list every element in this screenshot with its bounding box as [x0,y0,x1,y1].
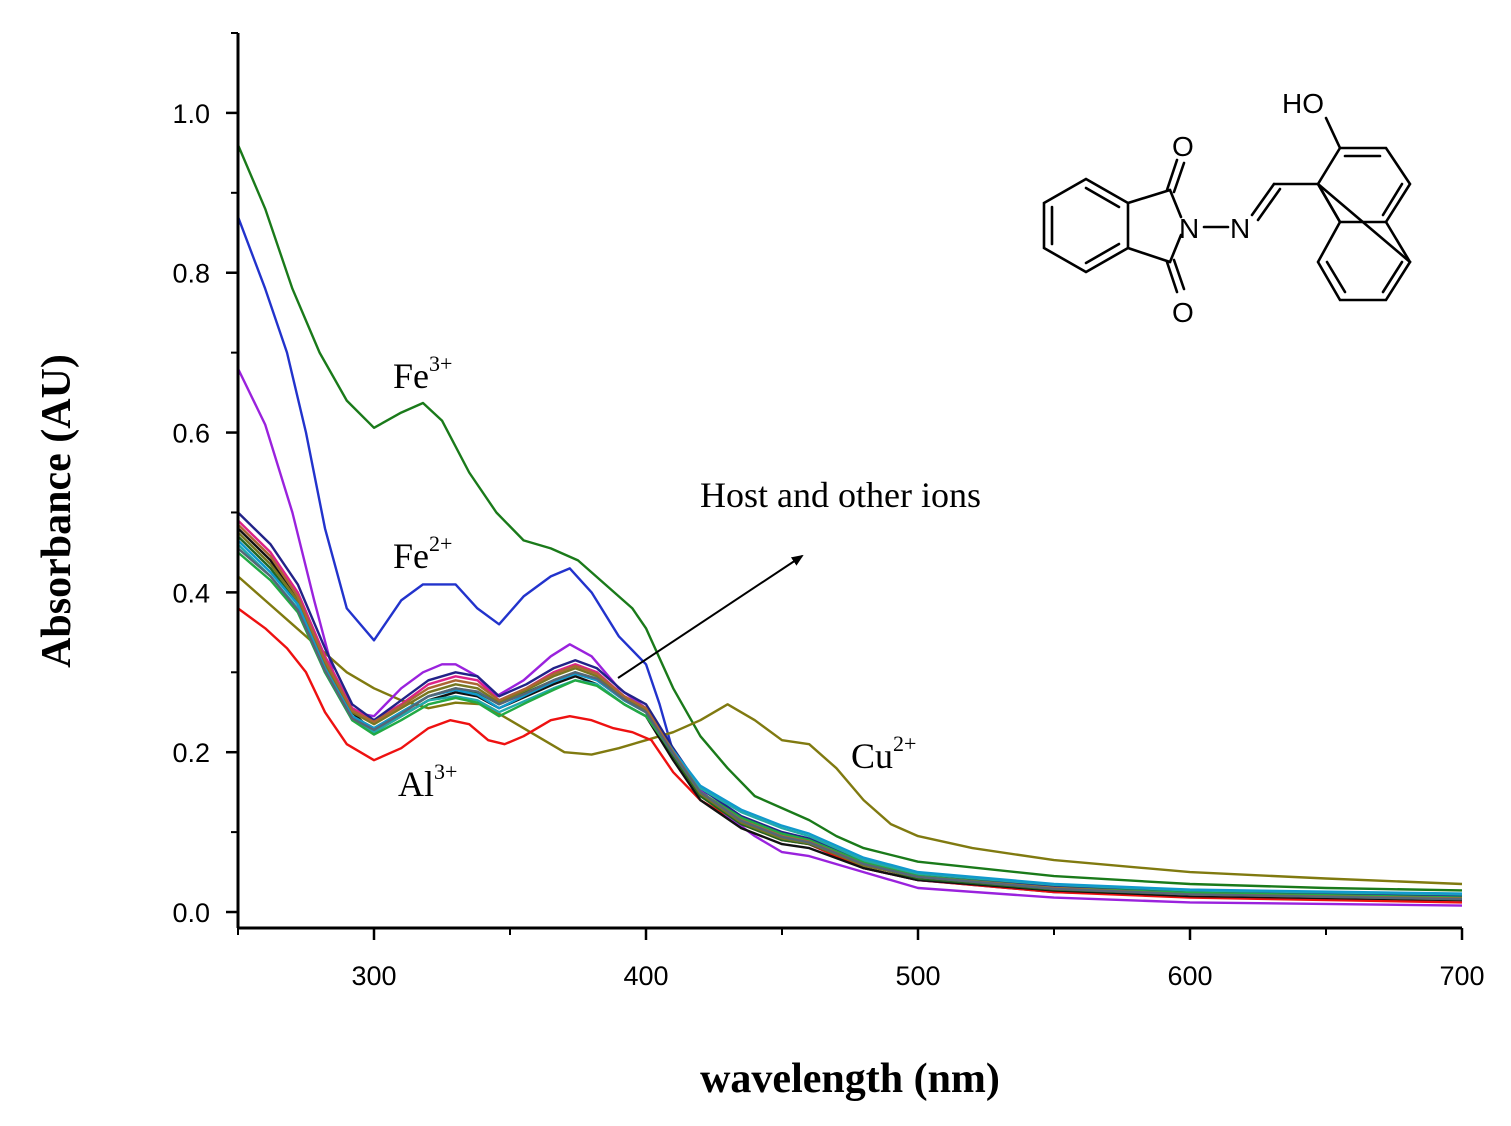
annotation-fe2: Fe2+ [393,531,452,576]
benzene-ring [1042,177,1130,274]
series-line-cu2plus [237,575,1463,886]
series-line-other-violet [236,368,1463,907]
series-line-other-darkgreen [237,535,1463,900]
series-line-other-cyan [237,539,1463,895]
annotation-arrow [617,554,804,679]
naphthalene-ring-a [1316,146,1412,224]
axes [236,33,1462,930]
mol-label-imine-n: N [1230,213,1250,244]
y-tick-label: 0.8 [172,259,210,289]
series-line-fe3plus [236,144,1463,892]
annotation-cu2: Cu2+ [851,731,916,776]
molecule-structure [1042,116,1412,302]
annotation-host-ions: Host and other ions [700,475,981,515]
mol-label-hydroxyl: HO [1282,88,1324,119]
naphthalene-ring-b [1316,183,1412,302]
y-tick-label: 0.2 [172,738,210,768]
x-tick-label: 600 [1167,961,1212,991]
mol-label-carbonyl-top: O [1172,131,1194,162]
x-axis-title: wavelength (nm) [700,1056,1000,1102]
y-tick-label: 0.0 [172,898,210,928]
ticks: 300 400 500 600 700 0.0 0.2 0.4 0.6 0.8 1.0 [172,32,1485,991]
y-tick-label: 1.0 [172,99,210,129]
x-tick-label: 700 [1439,961,1484,991]
mol-label-imide-n: N [1179,213,1199,244]
y-tick-label: 0.6 [172,419,210,449]
series-line-other-slate [237,547,1463,901]
series-line-al3plus [237,607,1463,904]
annotation-al3: Al3+ [398,759,457,804]
series-line-other-green [237,551,1463,899]
mol-label-carbonyl-bottom: O [1172,297,1194,328]
series-line-other-olive [237,531,1463,901]
x-tick-label: 300 [351,961,396,991]
x-tick-label: 400 [623,961,668,991]
y-axis-title: Absorbance (AU) [34,354,80,668]
annotation-fe3: Fe3+ [393,351,452,396]
series-layer [236,144,1463,907]
y-tick-label: 0.4 [172,578,210,608]
x-tick-label: 500 [895,961,940,991]
